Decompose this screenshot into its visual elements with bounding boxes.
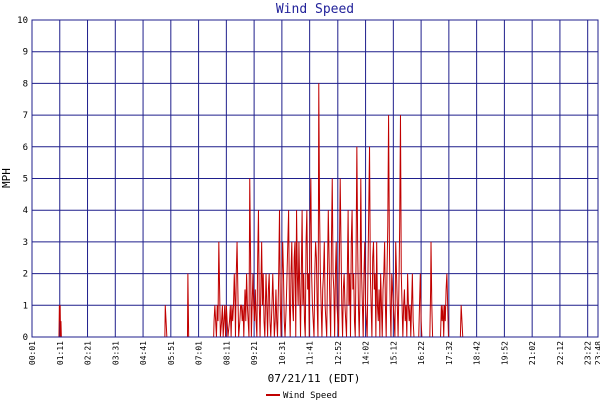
legend-entry-wind-speed: Wind Speed <box>283 391 337 400</box>
y-tick-label: 6 <box>23 143 28 153</box>
x-tick-label: 08:11 <box>222 341 231 365</box>
series-line-wind-speed <box>32 83 598 338</box>
x-tick-label: 10:31 <box>278 341 287 365</box>
x-tick-labels: 00:01 01:11 02:21 03:31 04:41 05:51 07:01 08:11… <box>28 341 600 365</box>
x-tick-label: 16:22 <box>417 341 426 365</box>
chart-title: Wind Speed <box>276 2 354 17</box>
y-tick-label: 4 <box>23 206 28 216</box>
x-tick-label: 23:22 <box>584 341 593 365</box>
x-tick-label: 05:51 <box>167 341 176 365</box>
x-tick-label: 11:41 <box>306 341 315 365</box>
y-tick-label: 1 <box>23 301 28 311</box>
x-tick-label: 14:02 <box>362 341 371 365</box>
series-layer <box>32 83 598 338</box>
y-tick-label: 10 <box>17 16 28 26</box>
x-tick-label: 04:41 <box>139 341 148 365</box>
plot-frame <box>31 19 599 338</box>
x-tick-label: 23:48 <box>594 341 600 365</box>
legend: Wind Speed <box>266 391 337 400</box>
x-tick-label: 02:21 <box>84 341 93 365</box>
x-tick-label: 22:12 <box>556 341 565 365</box>
y-tick-label: 5 <box>23 175 28 185</box>
x-tick-label: 03:31 <box>111 341 120 365</box>
y-tick-label: 8 <box>23 79 28 89</box>
x-tick-label: 01:11 <box>56 341 65 365</box>
x-tick-label: 19:52 <box>500 341 509 365</box>
y-tick-labels: 0 1 2 3 4 5 6 7 8 9 10 <box>17 16 28 343</box>
y-tick-label: 7 <box>23 111 28 121</box>
x-tick-label: 21:02 <box>528 341 537 365</box>
x-tick-label: 09:21 <box>250 341 259 365</box>
x-axis-label: 07/21/11 (EDT) <box>268 372 361 385</box>
x-tick-label: 07:01 <box>195 341 204 365</box>
y-axis-label: MPH <box>0 168 13 188</box>
y-tick-label: 0 <box>23 333 28 343</box>
y-tick-label: 9 <box>23 48 28 58</box>
x-tick-label: 00:01 <box>28 341 37 365</box>
x-tick-label: 12:52 <box>334 341 343 365</box>
x-tick-label: 15:12 <box>389 341 398 365</box>
x-tick-label: 17:32 <box>445 341 454 365</box>
x-tick-label: 18:42 <box>473 341 482 365</box>
y-tick-label: 2 <box>23 270 28 280</box>
y-tick-label: 3 <box>23 238 28 248</box>
